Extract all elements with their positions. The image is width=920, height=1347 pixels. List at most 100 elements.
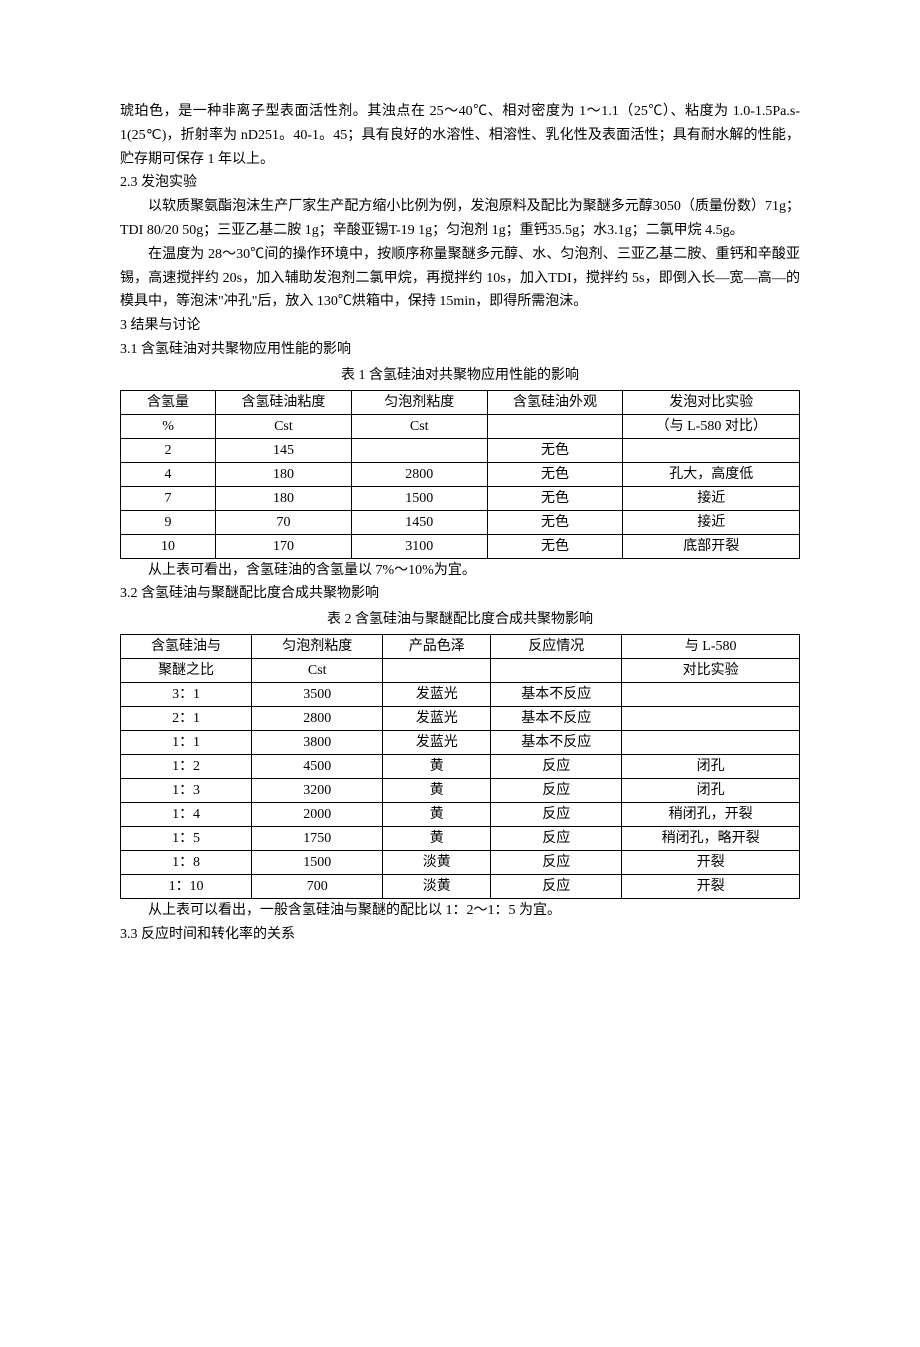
- table-row: 含氢量 含氢硅油粘度 匀泡剂粘度 含氢硅油外观 发泡对比实验: [121, 390, 800, 414]
- table-cell: 闭孔: [622, 754, 800, 778]
- table-cell: 基本不反应: [491, 706, 622, 730]
- table-cell: 70: [216, 510, 352, 534]
- table-cell: 接近: [623, 510, 800, 534]
- table-cell: 反应: [491, 874, 622, 898]
- table-cell: 9: [121, 510, 216, 534]
- table-cell: [622, 706, 800, 730]
- table-cell: 接近: [623, 486, 800, 510]
- table-header-cell: 含氢硅油粘度: [216, 390, 352, 414]
- table-cell: 反应: [491, 850, 622, 874]
- table-cell: 2: [121, 438, 216, 462]
- table-header-cell: （与 L-580 对比）: [623, 414, 800, 438]
- table-cell: 反应: [491, 802, 622, 826]
- table-row: 1：10700淡黄反应开裂: [121, 874, 800, 898]
- table-row: 1：42000黄反应稍闭孔，开裂: [121, 802, 800, 826]
- table-cell: 发蓝光: [383, 730, 491, 754]
- section-2-3-heading: 2.3 发泡实验: [120, 171, 800, 195]
- table-cell: [622, 682, 800, 706]
- table-header-cell: Cst: [351, 414, 487, 438]
- table-header-cell: 含氢硅油外观: [487, 390, 623, 414]
- table-cell: 10: [121, 534, 216, 558]
- table-row: 9701450无色接近: [121, 510, 800, 534]
- table-cell: 稍闭孔，略开裂: [622, 826, 800, 850]
- table-cell: 反应: [491, 754, 622, 778]
- table-cell: 无色: [487, 534, 623, 558]
- table-cell: [351, 438, 487, 462]
- table-header-cell: [383, 658, 491, 682]
- table-row: 1：51750黄反应稍闭孔，略开裂: [121, 826, 800, 850]
- table-cell: 1：2: [121, 754, 252, 778]
- table-row: 1：81500淡黄反应开裂: [121, 850, 800, 874]
- table-cell: 1500: [351, 486, 487, 510]
- table-cell: 180: [216, 486, 352, 510]
- table-cell: 反应: [491, 826, 622, 850]
- table-cell: 孔大，高度低: [623, 462, 800, 486]
- section-3-heading: 3 结果与讨论: [120, 314, 800, 338]
- table-row: 3：13500发蓝光基本不反应: [121, 682, 800, 706]
- table-cell: 1500: [252, 850, 383, 874]
- table-cell: 淡黄: [383, 874, 491, 898]
- table-cell: 4: [121, 462, 216, 486]
- table-cell: 1：10: [121, 874, 252, 898]
- table-1-note: 从上表可看出，含氢硅油的含氢量以 7%～10%为宜。: [120, 559, 800, 583]
- table-cell: 底部开裂: [623, 534, 800, 558]
- table-cell: 2800: [252, 706, 383, 730]
- table-cell: 无色: [487, 510, 623, 534]
- table-cell: 发蓝光: [383, 682, 491, 706]
- table-row: 71801500无色接近: [121, 486, 800, 510]
- table-cell: 3800: [252, 730, 383, 754]
- table-row: 1：33200黄反应闭孔: [121, 778, 800, 802]
- table-cell: [623, 438, 800, 462]
- table-header-cell: 含氢硅油与: [121, 634, 252, 658]
- table-header-cell: %: [121, 414, 216, 438]
- table-row: 2145无色: [121, 438, 800, 462]
- section-3-2-heading: 3.2 含氢硅油与聚醚配比度合成共聚物影响: [120, 582, 800, 606]
- table-cell: 700: [252, 874, 383, 898]
- section-2-3-paragraph-1: 以软质聚氨酯泡沫生产厂家生产配方缩小比例为例，发泡原料及配比为聚醚多元醇3050…: [120, 195, 800, 243]
- table-cell: 基本不反应: [491, 730, 622, 754]
- table-header-cell: 含氢量: [121, 390, 216, 414]
- table-cell: 黄: [383, 778, 491, 802]
- table-header-cell: 匀泡剂粘度: [351, 390, 487, 414]
- table-cell: 1450: [351, 510, 487, 534]
- table-cell: 黄: [383, 802, 491, 826]
- table-cell: 1：1: [121, 730, 252, 754]
- table-cell: 基本不反应: [491, 682, 622, 706]
- table-1: 含氢量 含氢硅油粘度 匀泡剂粘度 含氢硅油外观 发泡对比实验 % Cst Cst…: [120, 390, 800, 559]
- table-row: % Cst Cst （与 L-580 对比）: [121, 414, 800, 438]
- table-cell: 7: [121, 486, 216, 510]
- table-row: 41802800无色孔大，高度低: [121, 462, 800, 486]
- table-cell: 黄: [383, 754, 491, 778]
- table-cell: 黄: [383, 826, 491, 850]
- table-2-note: 从上表可以看出，一般含氢硅油与聚醚的配比以 1：2～1：5 为宜。: [120, 899, 800, 923]
- table-header-cell: Cst: [252, 658, 383, 682]
- table-2-caption: 表 2 含氢硅油与聚醚配比度合成共聚物影响: [120, 608, 800, 632]
- table-header-cell: [487, 414, 623, 438]
- table-cell: 无色: [487, 462, 623, 486]
- table-cell: 1：8: [121, 850, 252, 874]
- table-header-cell: [491, 658, 622, 682]
- table-cell: 1：3: [121, 778, 252, 802]
- table-header-cell: 聚醚之比: [121, 658, 252, 682]
- section-3-3-heading: 3.3 反应时间和转化率的关系: [120, 923, 800, 947]
- table-cell: 反应: [491, 778, 622, 802]
- table-cell: 180: [216, 462, 352, 486]
- table-row: 1：13800发蓝光基本不反应: [121, 730, 800, 754]
- table-header-cell: 对比实验: [622, 658, 800, 682]
- table-cell: 3200: [252, 778, 383, 802]
- table-cell: 170: [216, 534, 352, 558]
- table-row: 101703100无色底部开裂: [121, 534, 800, 558]
- table-cell: 无色: [487, 486, 623, 510]
- table-cell: 开裂: [622, 874, 800, 898]
- table-cell: 2000: [252, 802, 383, 826]
- table-header-cell: Cst: [216, 414, 352, 438]
- table-cell: 4500: [252, 754, 383, 778]
- table-cell: 3：1: [121, 682, 252, 706]
- paragraph-continued: 琥珀色，是一种非离子型表面活性剂。其浊点在 25～40℃、相对密度为 1～1.1…: [120, 100, 800, 171]
- table-header-cell: 产品色泽: [383, 634, 491, 658]
- table-cell: 3100: [351, 534, 487, 558]
- table-cell: 发蓝光: [383, 706, 491, 730]
- table-cell: 1：4: [121, 802, 252, 826]
- table-2: 含氢硅油与 匀泡剂粘度 产品色泽 反应情况 与 L-580 聚醚之比 Cst 对…: [120, 634, 800, 899]
- table-1-caption: 表 1 含氢硅油对共聚物应用性能的影响: [120, 364, 800, 388]
